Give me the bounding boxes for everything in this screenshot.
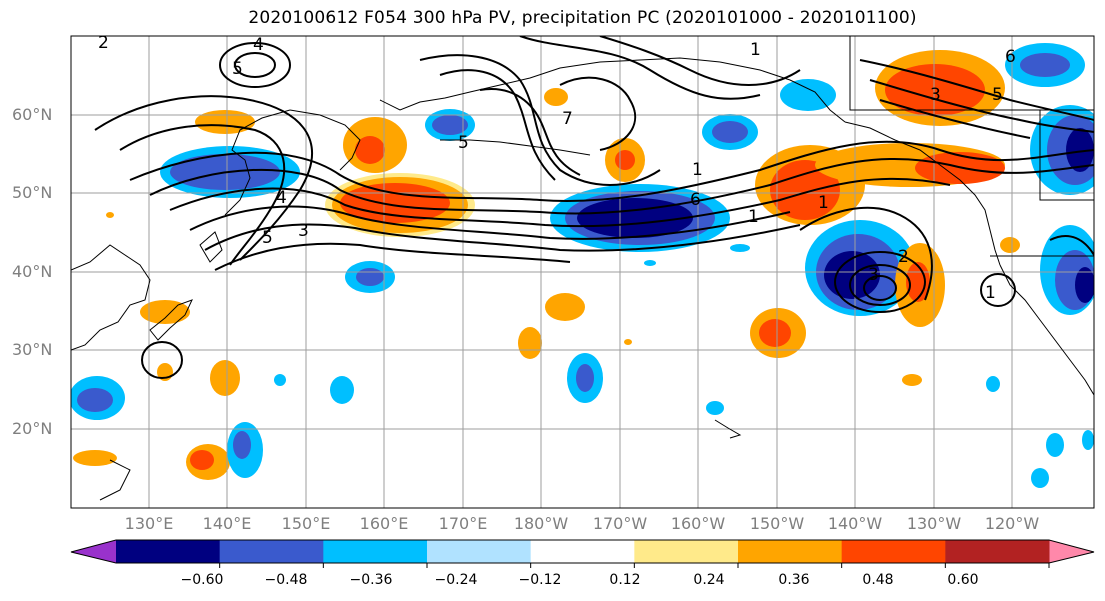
- lon-label: 160°W: [670, 514, 726, 533]
- lon-label: 150°W: [749, 514, 805, 533]
- coastlines: [71, 36, 1094, 501]
- lat-label: 30°N: [12, 340, 53, 359]
- colorbar-extend-right: [1049, 540, 1094, 563]
- colorbar: [70, 539, 1095, 568]
- contour-label: 5: [262, 228, 273, 248]
- lon-label: 140°E: [202, 514, 252, 533]
- lon-label: 170°W: [592, 514, 648, 533]
- map-title: 2020100612 F054 300 hPa PV, precipitatio…: [248, 8, 917, 28]
- lon-label: 120°W: [984, 514, 1040, 533]
- contour-label: 5: [232, 59, 243, 79]
- lat-label: 60°N: [12, 105, 53, 124]
- colorbar-label: 0.60: [947, 572, 979, 588]
- colorbar-segment: [219, 540, 324, 563]
- contour-label: 7: [562, 109, 573, 129]
- contour-label: 1: [692, 160, 703, 180]
- colorbar-segment: [945, 540, 1050, 563]
- colorbar-segment: [116, 540, 221, 563]
- contour-label: 1: [818, 193, 829, 213]
- lon-label: 160°E: [359, 514, 409, 533]
- colorbar-segments: [116, 540, 1050, 563]
- colorbar-segment: [323, 540, 428, 563]
- colorbar-label: −0.36: [349, 572, 393, 588]
- colorbar-label: 0.48: [862, 572, 894, 588]
- contour-label: 6: [1005, 47, 1016, 67]
- colorbar-label: −0.12: [518, 572, 562, 588]
- contour-label: 3: [868, 265, 879, 285]
- lat-label: 20°N: [12, 419, 53, 438]
- contour-label: 4: [253, 35, 264, 55]
- lon-label: 180°W: [513, 514, 569, 533]
- lon-label: 130°W: [906, 514, 962, 533]
- contour-label: 5: [458, 133, 469, 153]
- map-border: [70, 35, 1095, 509]
- contour-label: 3: [298, 221, 309, 241]
- colorbar-label: 0.12: [609, 572, 641, 588]
- colorbar-label: −0.48: [264, 572, 308, 588]
- colorbar-segment: [530, 540, 635, 563]
- colorbar-segment: [738, 540, 843, 563]
- colorbar-label: −0.24: [434, 572, 478, 588]
- contour-label: 4: [276, 188, 287, 208]
- contour-label: 5: [992, 85, 1003, 105]
- lon-label: 130°E: [124, 514, 174, 533]
- contour-label: 2: [98, 33, 109, 53]
- lon-label: 140°W: [827, 514, 883, 533]
- contour-label: 2: [898, 247, 909, 267]
- pv-contours: [94, 36, 1094, 379]
- contour-label: 6: [690, 190, 701, 210]
- lon-label: 170°E: [438, 514, 488, 533]
- colorbar-extend-left: [71, 540, 116, 563]
- colorbar-segment: [427, 540, 532, 563]
- colorbar-segment: [841, 540, 946, 563]
- colorbar-label: −0.60: [180, 572, 224, 588]
- colorbar-outline: [70, 539, 1095, 564]
- contour-label: 1: [750, 40, 761, 60]
- lon-label: 150°E: [281, 514, 331, 533]
- colorbar-segment: [634, 540, 739, 563]
- lat-label: 40°N: [12, 262, 53, 281]
- colorbar-ticks: [219, 563, 1050, 568]
- contour-label: 1: [748, 207, 759, 227]
- colorbar-label: 0.36: [778, 572, 810, 588]
- contour-label: 3: [930, 85, 941, 105]
- lat-label: 50°N: [12, 183, 53, 202]
- contour-label-group: 4 5 2 1 7 5 1 6 1 4 5 3 1 2 3 1 3 5 6: [98, 33, 1016, 303]
- contour-label: 1: [985, 283, 996, 303]
- colorbar-label: 0.24: [693, 572, 725, 588]
